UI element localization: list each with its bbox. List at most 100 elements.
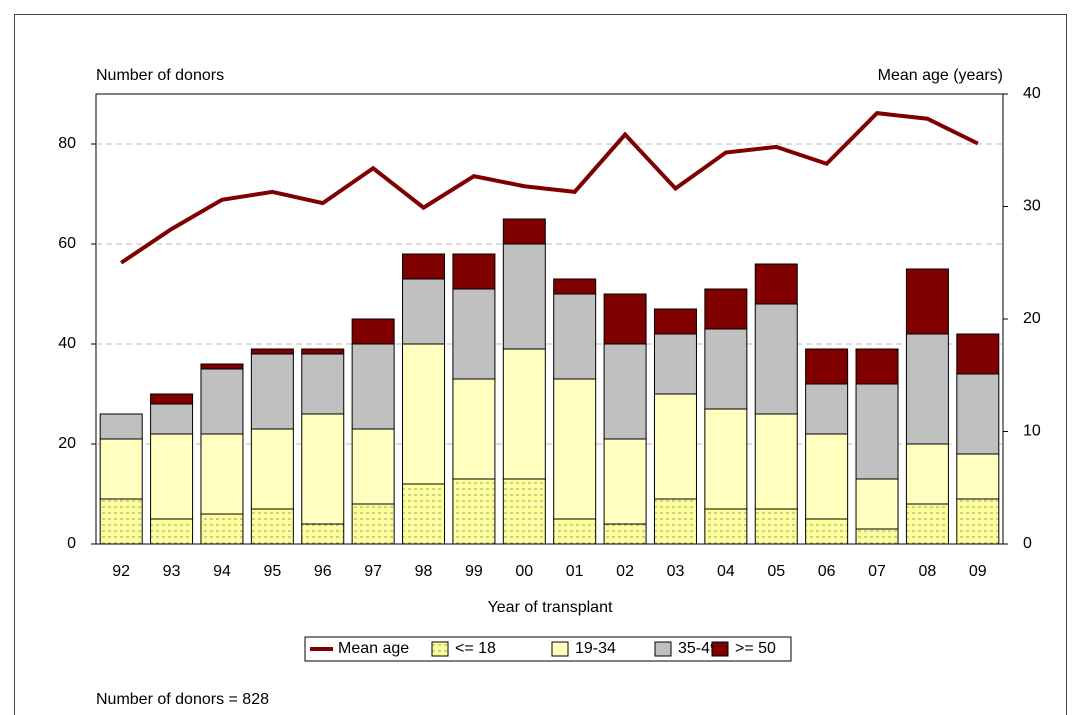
- y2-tick-label: 30: [1023, 198, 1041, 215]
- x-tick-label: 92: [112, 563, 130, 580]
- legend-label: Mean age: [338, 640, 409, 657]
- bar: [805, 348, 849, 385]
- x-tick-label: 08: [919, 563, 937, 580]
- x-tick-label: 93: [163, 563, 181, 580]
- bar: [200, 368, 244, 435]
- bar: [452, 378, 496, 480]
- y2-axis-title: Mean age (years): [878, 67, 1003, 84]
- mean-age-line: [120, 111, 979, 265]
- bar: [200, 513, 244, 545]
- frame: [14, 14, 1067, 715]
- bar: [704, 508, 748, 545]
- bar: [402, 253, 446, 280]
- legend-label: <= 18: [455, 640, 496, 657]
- x-tick-label: 03: [667, 563, 685, 580]
- bar: [754, 508, 798, 545]
- bar: [754, 413, 798, 510]
- bar: [250, 348, 294, 355]
- x-tick-label: 04: [717, 563, 735, 580]
- bar: [99, 413, 143, 440]
- bar: [200, 433, 244, 515]
- y2-tick-label: 40: [1023, 85, 1041, 102]
- bar: [452, 253, 496, 290]
- bar: [301, 523, 345, 545]
- bar: [603, 293, 647, 345]
- bar: [754, 263, 798, 305]
- x-tick-label: 09: [969, 563, 987, 580]
- bar: [905, 333, 949, 445]
- bar: [956, 453, 1000, 500]
- plot-area: [95, 93, 1004, 545]
- x-tick-label: 99: [465, 563, 483, 580]
- bar: [502, 348, 546, 480]
- legend-label: 35-49: [678, 640, 719, 657]
- bar: [250, 508, 294, 545]
- bar: [603, 523, 647, 545]
- bar: [855, 348, 899, 385]
- y-tick-label: 40: [58, 335, 76, 352]
- bar: [855, 383, 899, 480]
- x-tick-label: 00: [515, 563, 533, 580]
- x-tick-label: 97: [364, 563, 382, 580]
- bar: [805, 383, 849, 435]
- y2-tick-label: 0: [1023, 535, 1032, 552]
- bar: [150, 403, 194, 435]
- x-tick-label: 06: [818, 563, 836, 580]
- x-tick-label: 01: [566, 563, 584, 580]
- bar: [855, 478, 899, 530]
- bar: [150, 433, 194, 520]
- bar: [805, 433, 849, 520]
- bar: [956, 373, 1000, 455]
- x-tick-label: 94: [213, 563, 231, 580]
- bar: [956, 498, 1000, 545]
- bar: [200, 363, 244, 370]
- bar: [653, 333, 697, 395]
- legend-swatch: [551, 641, 569, 657]
- bar: [402, 278, 446, 345]
- x-tick-label: 95: [263, 563, 281, 580]
- bar: [905, 503, 949, 545]
- y-axis-title: Number of donors: [96, 67, 224, 84]
- bar: [905, 443, 949, 505]
- bar: [603, 343, 647, 440]
- bar: [553, 518, 597, 545]
- legend-label: >= 50: [735, 640, 776, 657]
- legend-swatch: [711, 641, 729, 657]
- bar: [704, 408, 748, 510]
- bar: [150, 518, 194, 545]
- x-tick-label: 07: [868, 563, 886, 580]
- footnote: Number of donors = 828: [96, 691, 269, 708]
- x-tick-label: 05: [767, 563, 785, 580]
- bar: [452, 288, 496, 380]
- bar: [351, 428, 395, 505]
- legend-swatch: [654, 641, 672, 657]
- bar: [805, 518, 849, 545]
- bar: [351, 503, 395, 545]
- bar: [502, 218, 546, 245]
- bar: [99, 438, 143, 500]
- legend-label: 19-34: [575, 640, 616, 657]
- bar: [402, 483, 446, 545]
- bar: [553, 378, 597, 520]
- bar: [301, 413, 345, 525]
- legend-box: [304, 636, 792, 662]
- y-tick-label: 60: [58, 235, 76, 252]
- bar: [754, 303, 798, 415]
- bar: [301, 353, 345, 415]
- bar: [99, 498, 143, 545]
- y-tick-label: 20: [58, 435, 76, 452]
- y-tick-label: 80: [58, 135, 76, 152]
- y2-tick-label: 20: [1023, 310, 1041, 327]
- bar: [855, 528, 899, 545]
- bar: [502, 243, 546, 350]
- y2-tick-label: 10: [1023, 423, 1041, 440]
- bar: [351, 318, 395, 345]
- bar: [704, 288, 748, 330]
- bar: [301, 348, 345, 355]
- y-tick-label: 0: [67, 535, 76, 552]
- bar: [653, 308, 697, 335]
- bar: [250, 428, 294, 510]
- bar: [603, 438, 647, 525]
- bar: [553, 278, 597, 295]
